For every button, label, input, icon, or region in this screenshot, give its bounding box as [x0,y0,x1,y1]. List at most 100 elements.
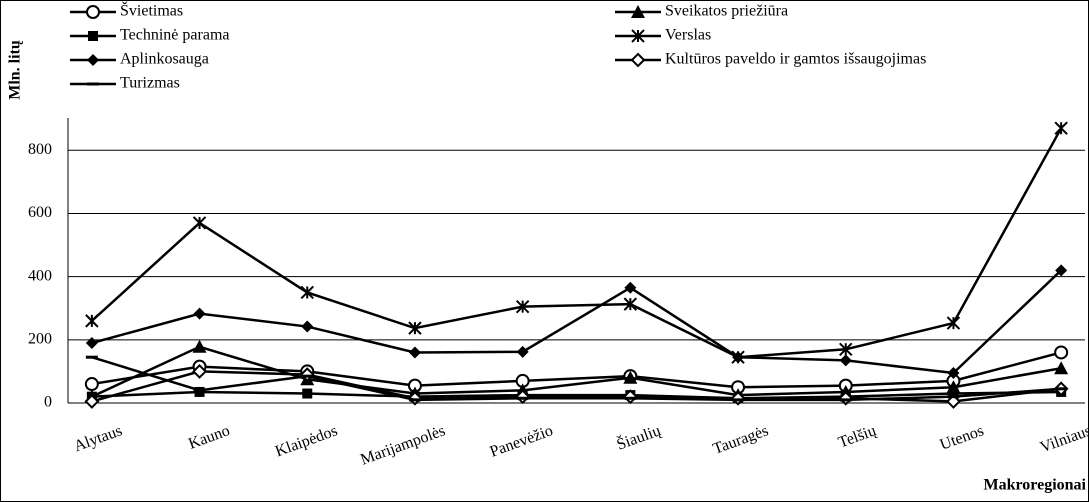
marker-shape [839,342,853,357]
marker-shape [838,390,854,406]
marker [630,52,646,68]
marker [407,390,423,406]
marker-shape [1054,121,1068,135]
marker [631,29,645,43]
marker-shape [515,389,531,405]
marker-shape [839,354,852,367]
marker-shape [623,297,638,311]
marker [300,285,314,300]
legend-item: Kultūros paveldo ir gamtos išsaugojimas [615,51,926,68]
marker [408,321,422,335]
marker [84,377,99,392]
y-axis-label: Mln. litų [7,40,24,100]
marker [302,388,313,399]
y-tick-label: 600 [28,204,52,221]
legend-label: Švietimas [120,1,183,20]
marker-shape [407,390,423,406]
x-tick-label: Vilniaus [1038,422,1089,456]
marker-shape [730,390,746,406]
marker-shape [623,370,638,384]
legend-label: Kultūros paveldo ir gamtos išsaugojimas [665,51,926,68]
x-tick-label: Utenos [938,422,986,453]
marker-shape [88,31,98,41]
marker [88,31,98,41]
marker [631,5,645,18]
marker-shape [86,5,100,19]
marker [194,386,205,397]
marker-shape [516,345,529,358]
marker [87,54,99,66]
x-tick-label: Marijampolės [358,422,447,468]
y-tick-label: 400 [28,267,52,284]
marker [1054,121,1068,135]
marker [193,307,206,320]
marker [84,394,100,409]
marker [946,394,961,409]
series-line [91,390,1062,400]
x-tick-label: Telšių [836,422,879,452]
marker-shape [624,281,637,294]
marker [301,320,314,333]
series-line [91,356,1062,402]
marker [730,390,746,406]
marker-shape [947,366,960,379]
marker-shape [630,52,646,68]
marker [948,388,959,399]
marker [85,336,98,349]
legend-label: Turizmas [120,75,180,92]
y-tick-label: 800 [28,141,52,158]
marker-shape [1055,264,1068,277]
legend-item: Turizmas [70,75,180,92]
marker-shape [85,314,99,328]
marker [623,370,638,384]
marker-shape [1054,361,1069,375]
marker-shape [631,5,645,18]
marker-shape [193,307,206,320]
marker-shape [631,29,645,43]
x-tick-label: Šiaulių [614,420,664,454]
legend-label: Aplinkosauga [120,51,209,68]
x-tick-label: Alytaus [72,422,125,455]
marker [622,389,638,405]
series-line [91,351,1062,389]
marker [1055,264,1068,277]
x-tick-label: Tauragės [711,422,771,458]
series-line [91,370,1062,403]
x-axis-label: Makroregionai [983,477,1086,494]
marker-shape [622,389,638,405]
marker [192,363,207,379]
legend-label: Techninė parama [120,27,229,44]
marker-shape [194,386,205,397]
x-tick-label: Klaipėdos [273,422,340,460]
marker-shape [87,54,99,66]
marker [1054,361,1069,375]
y-tick-label: 0 [44,394,52,411]
marker-shape [192,363,207,379]
marker-shape [946,316,961,330]
marker-shape [408,321,422,335]
marker-shape [515,299,530,314]
marker [86,5,100,19]
marker-shape [84,394,100,409]
marker [515,389,531,405]
marker [1054,345,1069,360]
marker [839,354,852,367]
marker [408,346,421,359]
marker [946,316,961,330]
marker [623,297,638,311]
marker-shape [85,336,98,349]
marker-shape [301,320,314,333]
marker-shape [300,285,314,300]
marker-shape [192,216,207,230]
legend-item: Verslas [615,27,711,44]
marker-shape [948,388,959,399]
marker [947,366,960,379]
series-line [91,127,1063,359]
marker-shape [408,346,421,359]
legend-label: Sveikatos priežiūra [665,3,788,20]
marker-shape [732,351,745,364]
x-tick-label: Kauno [186,422,232,453]
marker-shape [1054,345,1069,360]
series-line [91,269,1063,375]
